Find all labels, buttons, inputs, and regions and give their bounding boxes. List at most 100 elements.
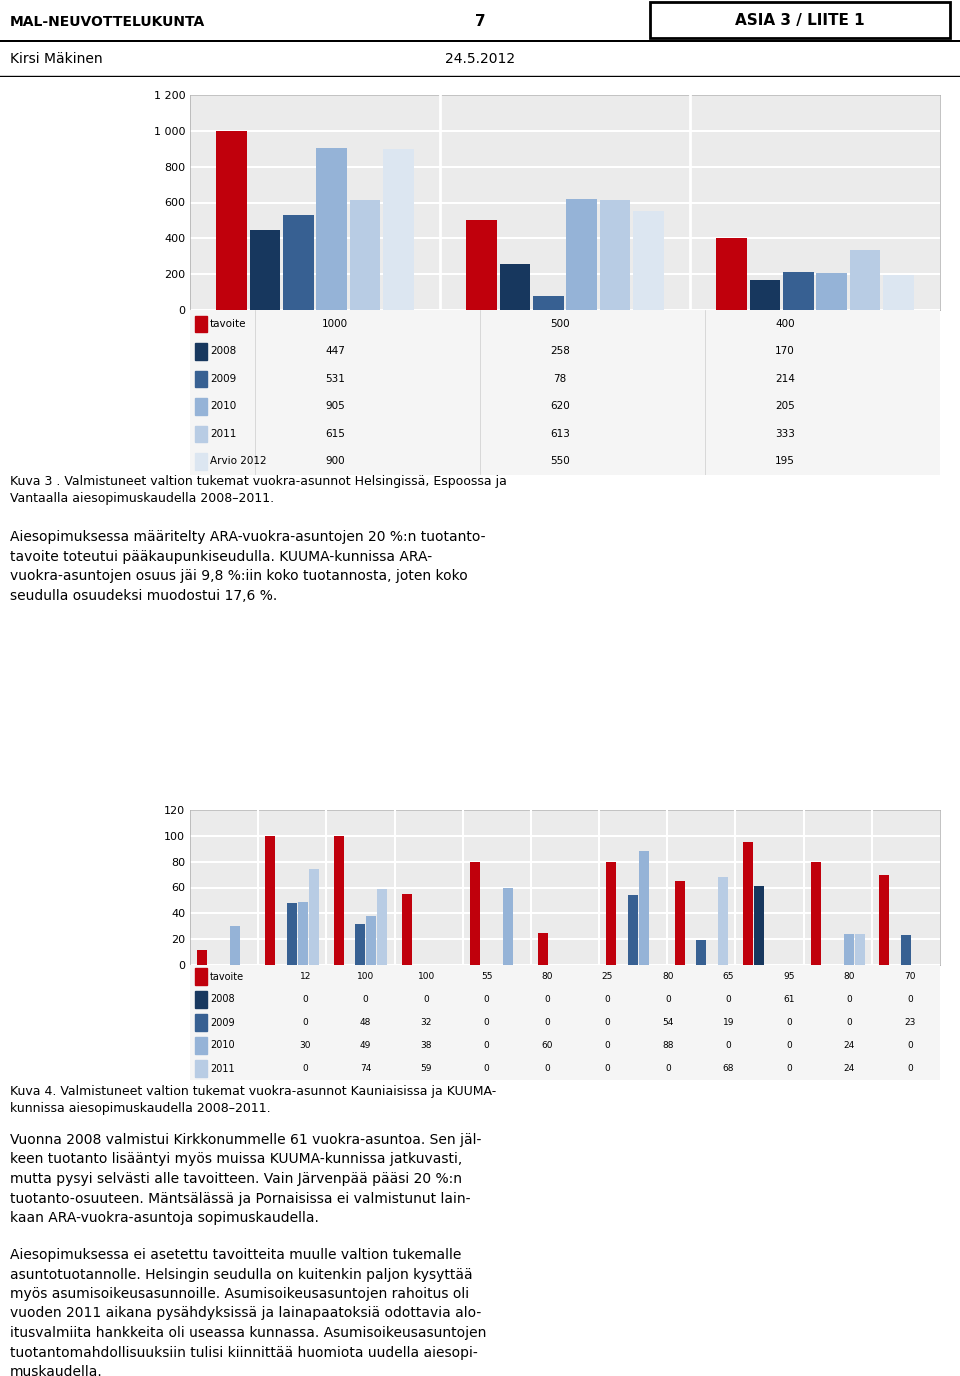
Bar [309, 870, 319, 965]
Bar [696, 940, 707, 965]
Text: Aiesopimuksessa määritelty ARA-vuokra-asuntojen 20 %:n tuotanto-
tavoite toteutu: Aiesopimuksessa määritelty ARA-vuokra-as… [10, 530, 486, 603]
Bar [230, 926, 240, 965]
Text: 7: 7 [474, 15, 486, 29]
Text: 0: 0 [363, 995, 369, 1004]
Text: 32: 32 [420, 1018, 432, 1026]
Text: 0: 0 [665, 995, 671, 1004]
Bar [349, 200, 380, 310]
Text: 2009: 2009 [210, 1017, 234, 1028]
Text: 0: 0 [302, 995, 308, 1004]
Bar [633, 212, 663, 310]
Text: 0: 0 [484, 995, 490, 1004]
Bar [216, 131, 247, 310]
Text: 0: 0 [907, 1042, 913, 1050]
Text: 0: 0 [605, 995, 611, 1004]
Text: 2011: 2011 [210, 429, 236, 439]
Text: 0: 0 [726, 1042, 732, 1050]
Bar [287, 903, 298, 965]
Bar [197, 949, 207, 965]
Bar [402, 894, 412, 965]
Text: 0: 0 [302, 1018, 308, 1026]
Text: 80: 80 [662, 971, 674, 981]
Bar [533, 296, 564, 310]
Bar [467, 220, 497, 310]
Text: 447: 447 [325, 347, 345, 356]
Text: 60: 60 [541, 1042, 553, 1050]
Text: 258: 258 [550, 347, 570, 356]
Bar [250, 230, 280, 310]
Text: 0: 0 [847, 995, 852, 1004]
Text: 214: 214 [775, 374, 795, 384]
Bar [844, 934, 853, 965]
Bar [195, 398, 207, 414]
Text: 30: 30 [300, 1042, 311, 1050]
Text: 0: 0 [605, 1018, 611, 1026]
Text: 905: 905 [325, 402, 345, 411]
Text: 0: 0 [786, 1018, 792, 1026]
Bar [195, 453, 207, 469]
Text: 0: 0 [726, 995, 732, 1004]
Text: 24: 24 [844, 1042, 855, 1050]
Text: 333: 333 [775, 429, 795, 439]
Text: 1000: 1000 [322, 319, 348, 329]
Bar [470, 861, 480, 965]
Text: Aiesopimuksessa ei asetettu tavoitteita muulle valtion tukemalle
asuntotuotannol: Aiesopimuksessa ei asetettu tavoitteita … [10, 1248, 487, 1376]
Bar [566, 200, 597, 310]
Bar [195, 1038, 207, 1054]
Text: 0: 0 [484, 1018, 490, 1026]
Text: 2011: 2011 [210, 1064, 234, 1073]
Text: 0: 0 [544, 1018, 550, 1026]
Text: 23: 23 [904, 1018, 916, 1026]
Bar [195, 315, 207, 332]
Bar [383, 149, 414, 310]
Text: 170: 170 [775, 347, 795, 356]
Text: 2010: 2010 [210, 1040, 234, 1050]
Bar [334, 835, 344, 965]
Bar [607, 861, 616, 965]
Bar [675, 881, 684, 965]
Text: 205: 205 [775, 402, 795, 411]
Bar [355, 923, 366, 965]
Text: 80: 80 [844, 971, 855, 981]
Text: 88: 88 [662, 1042, 674, 1050]
Bar [879, 875, 889, 965]
Bar [367, 916, 376, 965]
Bar [743, 842, 753, 965]
Text: 95: 95 [783, 971, 795, 981]
Bar [499, 264, 530, 310]
Bar [299, 901, 308, 965]
Text: 48: 48 [360, 1018, 372, 1026]
Text: 54: 54 [662, 1018, 674, 1026]
Text: 0: 0 [786, 1042, 792, 1050]
Text: 12: 12 [300, 971, 311, 981]
Bar [600, 200, 631, 310]
Bar [900, 936, 911, 965]
Text: 2009: 2009 [210, 374, 236, 384]
Text: 2008: 2008 [210, 995, 234, 1004]
Bar [195, 1061, 207, 1076]
Bar [754, 886, 763, 965]
Bar [283, 215, 314, 310]
Text: 0: 0 [665, 1064, 671, 1073]
Bar [195, 343, 207, 359]
Text: 0: 0 [544, 1064, 550, 1073]
Bar [539, 933, 548, 965]
Bar [816, 274, 847, 310]
Text: 38: 38 [420, 1042, 432, 1050]
Text: 24: 24 [844, 1064, 855, 1073]
Text: 2008: 2008 [210, 347, 236, 356]
Text: 19: 19 [723, 1018, 734, 1026]
Text: 61: 61 [783, 995, 795, 1004]
Text: 0: 0 [302, 1064, 308, 1073]
Text: 49: 49 [360, 1042, 372, 1050]
Text: 70: 70 [904, 971, 916, 981]
FancyBboxPatch shape [650, 1, 950, 39]
Text: tavoite: tavoite [210, 971, 244, 981]
Text: 65: 65 [723, 971, 734, 981]
Text: 195: 195 [775, 457, 795, 466]
Bar [811, 861, 821, 965]
Text: 613: 613 [550, 429, 570, 439]
Text: 80: 80 [541, 971, 553, 981]
Bar [783, 271, 814, 310]
Text: Kuva 4. Valmistuneet valtion tukemat vuokra-asunnot Kauniaisissa ja KUUMA-
kunni: Kuva 4. Valmistuneet valtion tukemat vuo… [10, 1086, 496, 1115]
